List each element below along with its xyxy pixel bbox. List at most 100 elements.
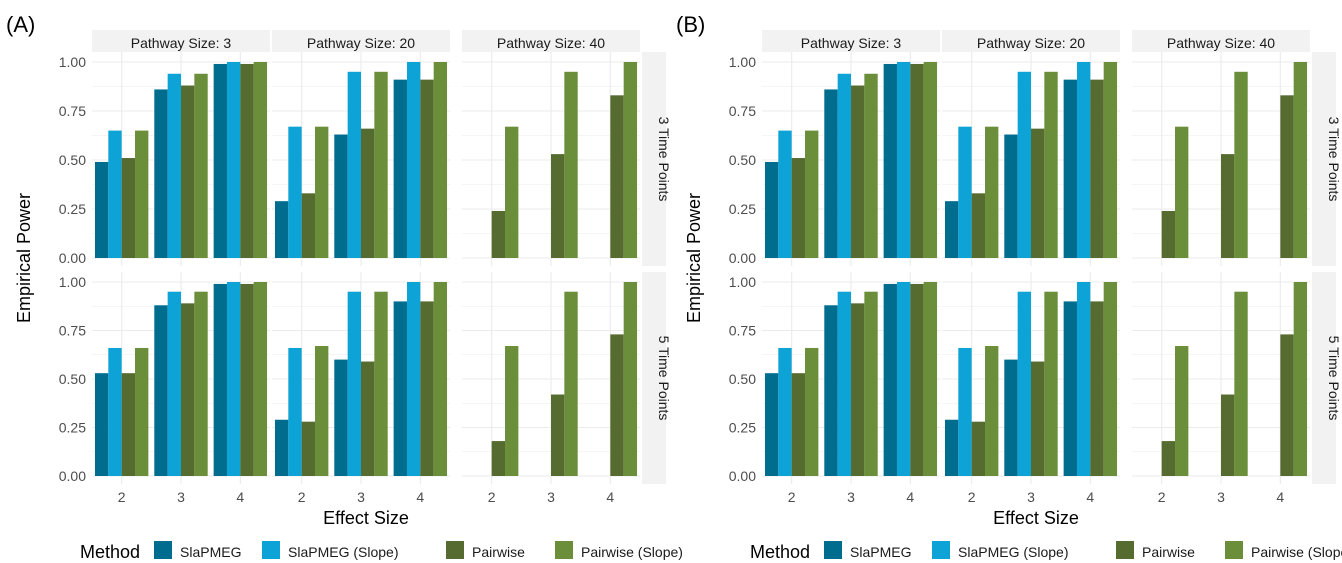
bar (505, 126, 519, 259)
bar (253, 282, 268, 476)
y-tick-label: 0.75 (59, 103, 86, 119)
y-tick-label: 0.50 (729, 152, 756, 168)
legend-item-label: SlaPMEG (850, 544, 911, 560)
x-tick-label: 3 (357, 489, 365, 505)
bar (910, 63, 924, 259)
x-tick-label: 3 (847, 489, 855, 505)
y-tick-label: 1.00 (729, 274, 756, 290)
bar (135, 347, 149, 476)
legend-title: Method (80, 542, 140, 562)
bar (167, 291, 181, 476)
bar (240, 63, 254, 259)
y-tick-label: 0.00 (729, 250, 756, 266)
facet-strip-row (642, 272, 666, 484)
bar (121, 373, 136, 476)
bar (361, 361, 375, 476)
x-tick-label: 4 (416, 489, 424, 505)
bar (433, 62, 448, 258)
bar (315, 126, 329, 259)
x-tick-label: 3 (1027, 489, 1035, 505)
bar (420, 301, 434, 476)
bar (623, 282, 638, 476)
bar (213, 283, 227, 476)
bar (1103, 62, 1118, 258)
facet-strip-row (642, 52, 666, 266)
bar (971, 421, 986, 476)
bar (883, 63, 897, 259)
bar (851, 303, 865, 476)
y-tick-label: 1.00 (59, 54, 86, 70)
bar (1017, 71, 1031, 258)
bar (985, 126, 999, 259)
bar (253, 62, 268, 258)
facet-strip-label: Pathway Size: 3 (801, 35, 902, 51)
legend-item-label: Pairwise (1142, 544, 1195, 560)
x-axis-title: Effect Size (993, 508, 1079, 528)
bar (923, 282, 938, 476)
facet-strip (272, 30, 450, 56)
bar (896, 282, 911, 476)
bar (1175, 126, 1189, 259)
facet-strip-row (1312, 52, 1336, 266)
x-tick-label: 4 (1086, 489, 1094, 505)
bar (1221, 394, 1235, 476)
facet-strip (1132, 30, 1310, 56)
bar (764, 373, 779, 476)
bar (406, 62, 421, 258)
legend: Method SlaPMEG SlaPMEG (Slope) Pairwise Pair… (80, 541, 683, 562)
bar (1161, 210, 1176, 258)
bar (985, 346, 999, 476)
facet-strip-label: Pathway Size: 40 (1167, 35, 1275, 51)
bar (910, 283, 924, 476)
facet-strip-row-label: 3 Time Points (656, 117, 672, 202)
y-tick-label: 0.75 (729, 323, 756, 339)
bar (971, 193, 986, 258)
x-tick-label: 4 (236, 489, 244, 505)
legend-swatch (932, 541, 950, 559)
bar (551, 154, 565, 258)
x-tick-label: 2 (118, 489, 126, 505)
bar (374, 71, 388, 258)
bar (778, 347, 792, 476)
facet-strip-label: Pathway Size: 40 (497, 35, 605, 51)
legend-title: Method (750, 542, 810, 562)
y-tick-label: 0.25 (59, 201, 86, 217)
legend-item-label: Pairwise (472, 544, 525, 560)
bar (791, 158, 806, 258)
bar (1076, 282, 1091, 476)
bar (1090, 301, 1104, 476)
bar (374, 291, 388, 476)
bar (433, 282, 448, 476)
bar (274, 201, 289, 258)
y-tick-label: 0.00 (59, 250, 86, 266)
bar (347, 71, 361, 258)
y-tick-label: 0.75 (59, 323, 86, 339)
legend-swatch (1225, 541, 1243, 559)
bar (610, 334, 624, 476)
legend-item-label: Pairwise (Slope) (581, 544, 683, 560)
x-tick-label: 4 (606, 489, 614, 505)
bar (154, 89, 168, 258)
bar (94, 373, 109, 476)
y-tick-label: 0.00 (59, 468, 86, 484)
bar (1221, 154, 1235, 258)
bar (944, 201, 959, 258)
bar (94, 161, 109, 258)
bar (505, 346, 519, 476)
bar (1004, 134, 1018, 258)
facet-strip (92, 30, 270, 56)
legend: Method SlaPMEG SlaPMEG (Slope) Pairwise Pair… (750, 541, 1342, 562)
bar (864, 73, 878, 258)
legend-item-label: SlaPMEG (Slope) (288, 544, 398, 560)
bar (1031, 361, 1045, 476)
bar (1175, 346, 1189, 476)
bar (108, 347, 122, 476)
x-tick-label: 3 (1217, 489, 1225, 505)
legend-item-label: SlaPMEG (180, 544, 241, 560)
bar (883, 283, 897, 476)
bar (824, 305, 838, 476)
bar (805, 347, 819, 476)
bar (1234, 291, 1248, 476)
bar (181, 303, 195, 476)
